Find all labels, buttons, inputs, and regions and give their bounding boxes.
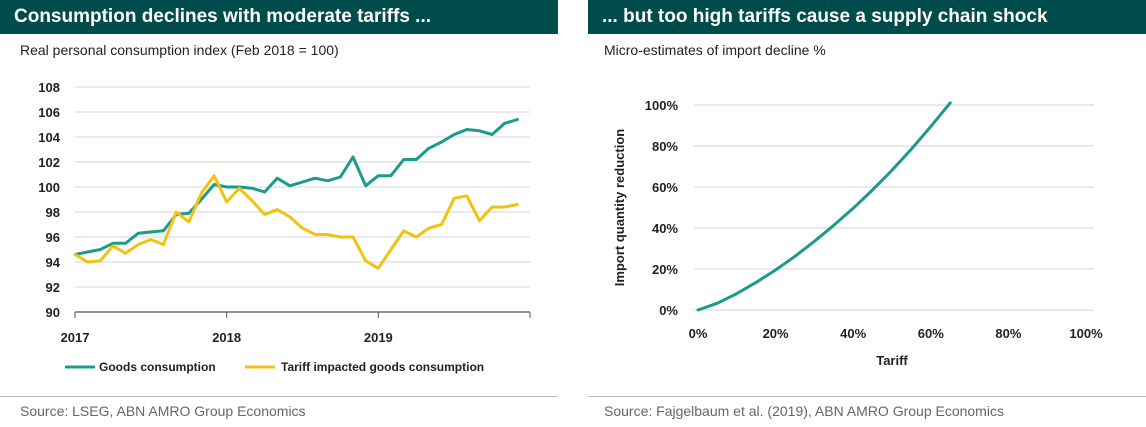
- goods-consumption-line: [73, 118, 519, 256]
- y-tick-label: 100: [38, 180, 60, 195]
- y-tick-label: 20%: [652, 262, 678, 277]
- y-tick-label: 100%: [645, 98, 679, 113]
- left-chart: 90 92 94 96 98 100 102 104 106 108 2017 2018 2019 Goo…: [38, 80, 531, 374]
- legend-label: Goods consumption: [99, 360, 216, 374]
- right-title: ... but too high tariffs cause a supply …: [588, 0, 1146, 34]
- y-tick-label: 80%: [652, 139, 678, 154]
- x-tick-label: 100%: [1069, 326, 1103, 341]
- x-tick-label: 2018: [212, 330, 241, 345]
- y-tick-label: 90: [46, 305, 60, 320]
- left-panel: Consumption declines with moderate tarif…: [0, 0, 558, 427]
- x-tick-label: 60%: [918, 326, 944, 341]
- x-tick-label: 80%: [995, 326, 1021, 341]
- x-tick-label: 0%: [689, 326, 708, 341]
- x-tick-label: 2019: [364, 330, 393, 345]
- y-tick-label: 106: [38, 105, 60, 120]
- y-tick-label: 98: [46, 205, 60, 220]
- x-tick-label: 40%: [840, 326, 866, 341]
- x-axis-title: Tariff: [876, 353, 908, 368]
- legend-label: Tariff impacted goods consumption: [281, 360, 484, 374]
- y-axis-title: Import quantity reduction: [612, 129, 627, 287]
- right-panel: ... but too high tariffs cause a supply …: [588, 0, 1146, 427]
- left-title: Consumption declines with moderate tarif…: [0, 0, 558, 34]
- left-source: Source: LSEG, ABN AMRO Group Economics: [20, 403, 306, 419]
- left-subtitle: Real personal consumption index (Feb 201…: [20, 42, 339, 58]
- y-tick-label: 108: [38, 80, 60, 95]
- y-tick-label: 92: [46, 280, 60, 295]
- y-tick-label: 0%: [659, 303, 678, 318]
- right-chart: 0% 20% 40% 60% 80% 100% 0% 20% 40% 60% 80% 100% Tari…: [612, 98, 1103, 368]
- right-source-divider: [588, 396, 1146, 397]
- y-tick-label: 94: [46, 255, 61, 270]
- y-tick-label: 104: [38, 130, 60, 145]
- x-tick-label: 20%: [763, 326, 789, 341]
- import-reduction-curve: [696, 101, 952, 312]
- y-tick-label: 60%: [652, 180, 678, 195]
- y-tick-label: 96: [46, 230, 60, 245]
- y-tick-label: 102: [38, 155, 60, 170]
- right-subtitle: Micro-estimates of import decline %: [604, 42, 826, 58]
- y-tick-label: 40%: [652, 221, 678, 236]
- right-source: Source: Fajgelbaum et al. (2019), ABN AM…: [604, 403, 1004, 419]
- tariff-impacted-line: [73, 174, 519, 270]
- left-source-divider: [0, 396, 558, 397]
- x-tick-label: 2017: [61, 330, 90, 345]
